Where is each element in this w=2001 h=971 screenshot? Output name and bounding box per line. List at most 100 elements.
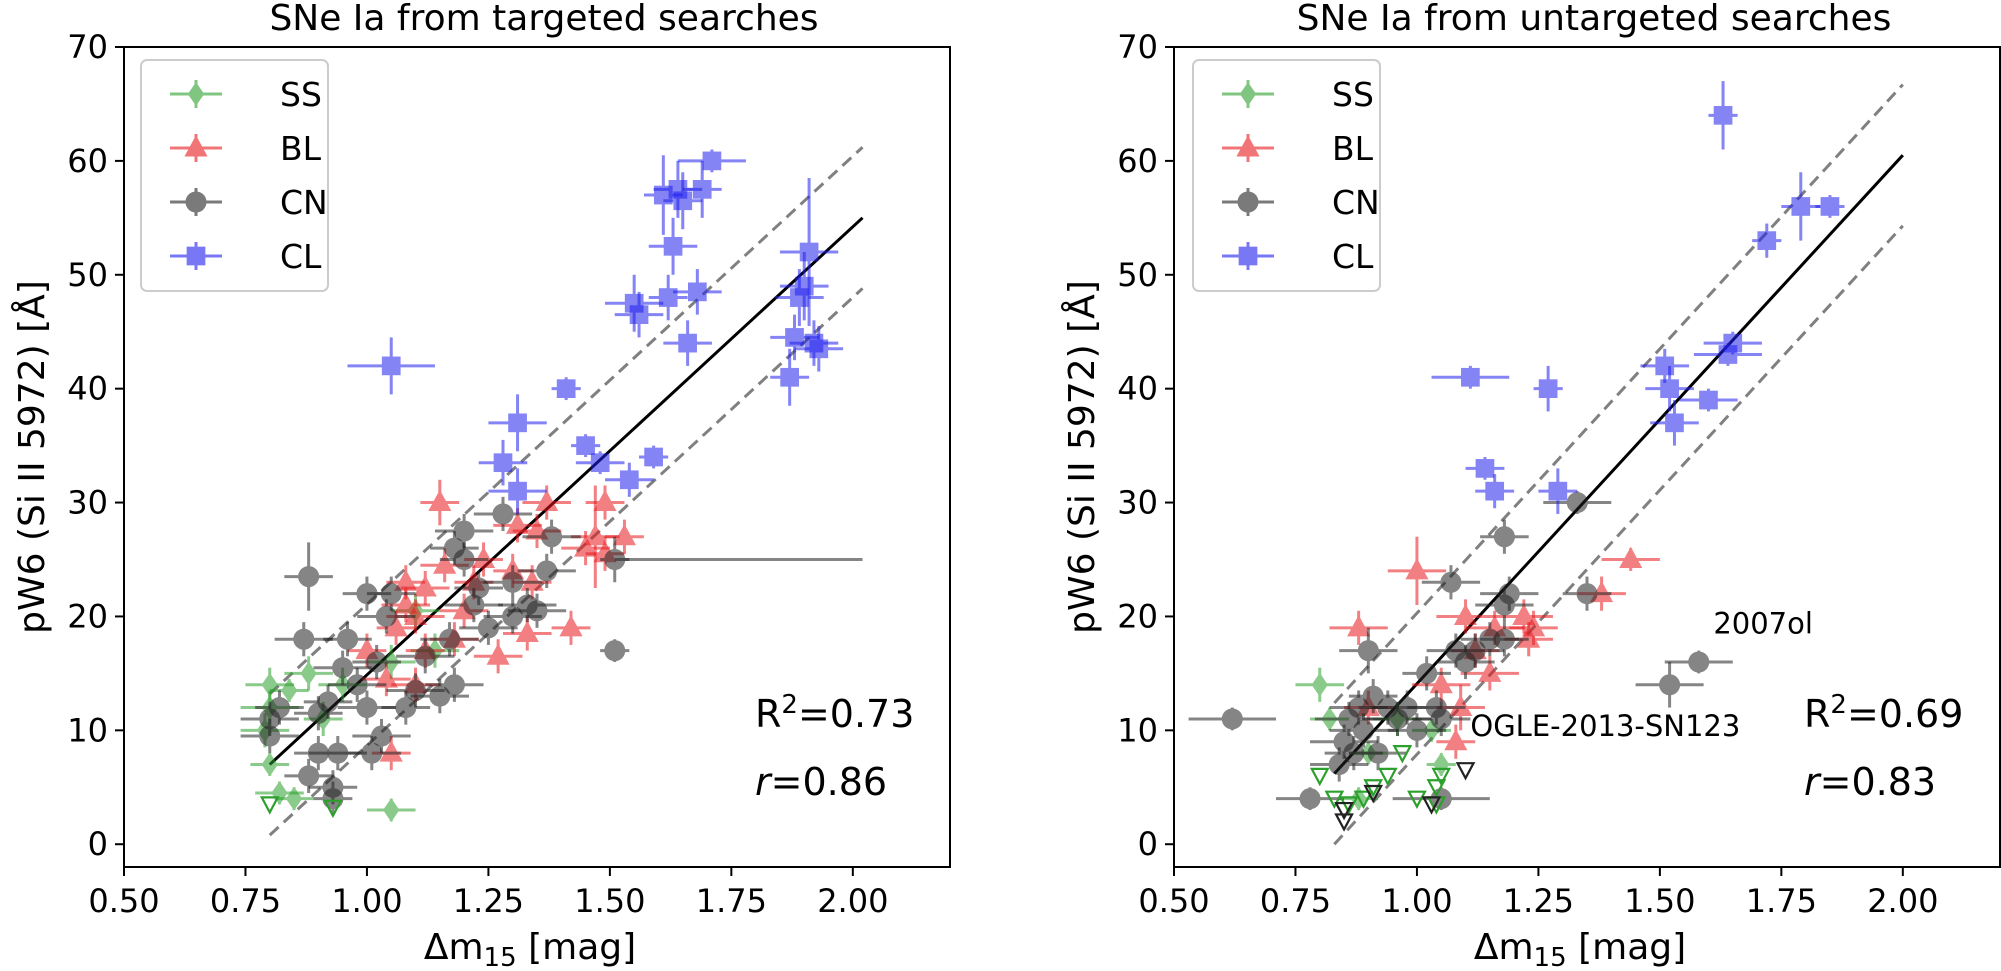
point-marker [1619,546,1643,568]
point-marker [1299,788,1321,810]
data-point-cn [1339,627,1398,674]
data-point-cn [366,576,416,611]
point-marker [612,523,637,546]
legend-marker [186,246,206,266]
point-marker [429,685,451,707]
y-tick-label: 50 [67,256,108,294]
data-point-bl [605,519,644,554]
point-marker [1660,379,1679,399]
point-marker [414,645,436,667]
point-marker [1328,753,1350,776]
x-tick-label: 1.25 [453,882,524,920]
point-marker [317,691,339,713]
point-marker [1464,640,1486,662]
legend-label: CN [1332,183,1380,222]
data-point-cn [255,690,304,725]
x-tick-label: 0.75 [1260,882,1331,920]
point-annotation: OGLE-2013-SN123 [1470,709,1740,743]
y-tick-label: 30 [1117,484,1158,522]
point-marker [259,725,281,747]
point-marker [1576,583,1598,605]
point-marker [404,679,427,702]
legend-label: CL [1332,237,1374,276]
upper-limit-marker [1392,745,1413,764]
point-marker [536,560,558,582]
data-point-cn [323,622,372,657]
legend-frame [1192,59,1381,292]
point-marker [1416,662,1438,684]
point-marker [327,742,349,764]
legend-label: SS [1332,75,1374,114]
point-marker [477,617,499,639]
legend: SS BL CN CL [1192,59,1381,292]
data-point-ss [284,656,333,691]
point-marker [453,520,475,542]
point-marker [1352,719,1375,741]
point-marker [1512,603,1536,625]
point-marker [1449,694,1473,717]
data-point-cl [1475,474,1515,509]
x-tick-label: 0.75 [210,882,281,920]
data-point-cl [1815,195,1845,218]
point-marker [515,620,539,643]
point-marker [1493,628,1515,650]
point-marker [1406,719,1428,741]
point-marker [1453,603,1478,625]
point-marker [361,742,383,764]
data-point-cl [682,160,722,218]
point-marker [366,651,388,673]
data-point-cn [352,718,411,754]
point-marker [1521,615,1546,637]
point-marker [535,489,559,512]
point-marker [380,583,402,605]
legend: SS BL CN CL [140,59,329,292]
point-marker [1688,651,1710,673]
x-tick-label: 1.25 [1503,882,1574,920]
point-marker [356,697,378,719]
point-marker [261,752,278,777]
legend-symbol-ss [170,80,222,108]
data-point-cn [284,758,333,793]
point-marker [583,523,607,546]
upper-limit-marker [1324,790,1345,810]
point-marker [1478,660,1502,682]
point-marker [1311,672,1328,697]
data-point-cn [284,542,333,611]
point-marker [1405,558,1429,580]
point-marker [428,489,452,512]
point-marker [1548,481,1568,501]
point-marker [502,571,524,593]
point-marker [1566,492,1588,514]
point-marker [1429,672,1453,694]
legend-symbol-bl [170,134,222,162]
y-axis-label: pW6 (Si II 5972) [Å] [1060,280,1103,634]
data-point-cl [1781,172,1821,241]
data-points [240,149,863,822]
data-point-cl [1679,388,1738,412]
x-tick-label: 1.00 [331,882,402,920]
data-point-cl [571,434,601,457]
point-marker [506,512,530,534]
data-point-cn [483,565,542,600]
legend-label: CL [280,237,322,276]
data-point-cl [614,291,664,338]
data-point-cn [1412,701,1471,737]
point-marker [663,236,683,256]
upper-limit-marker [1334,813,1354,832]
data-point-cn [434,513,494,549]
data-point-cn [352,644,401,680]
data-point-cn [1188,707,1277,731]
legend-marker [185,191,207,213]
point-marker [1221,708,1243,730]
upper-limit-marker [1363,779,1384,798]
point-marker [384,615,408,637]
upper-limit-marker [1421,796,1442,815]
point-marker [383,798,400,822]
point-marker [794,276,814,296]
legend-frame [140,59,329,292]
data-point-cn [1421,565,1481,600]
point-marker [468,577,490,599]
point-marker [658,288,678,307]
point-marker [590,453,610,473]
data-point-cn [313,650,372,685]
